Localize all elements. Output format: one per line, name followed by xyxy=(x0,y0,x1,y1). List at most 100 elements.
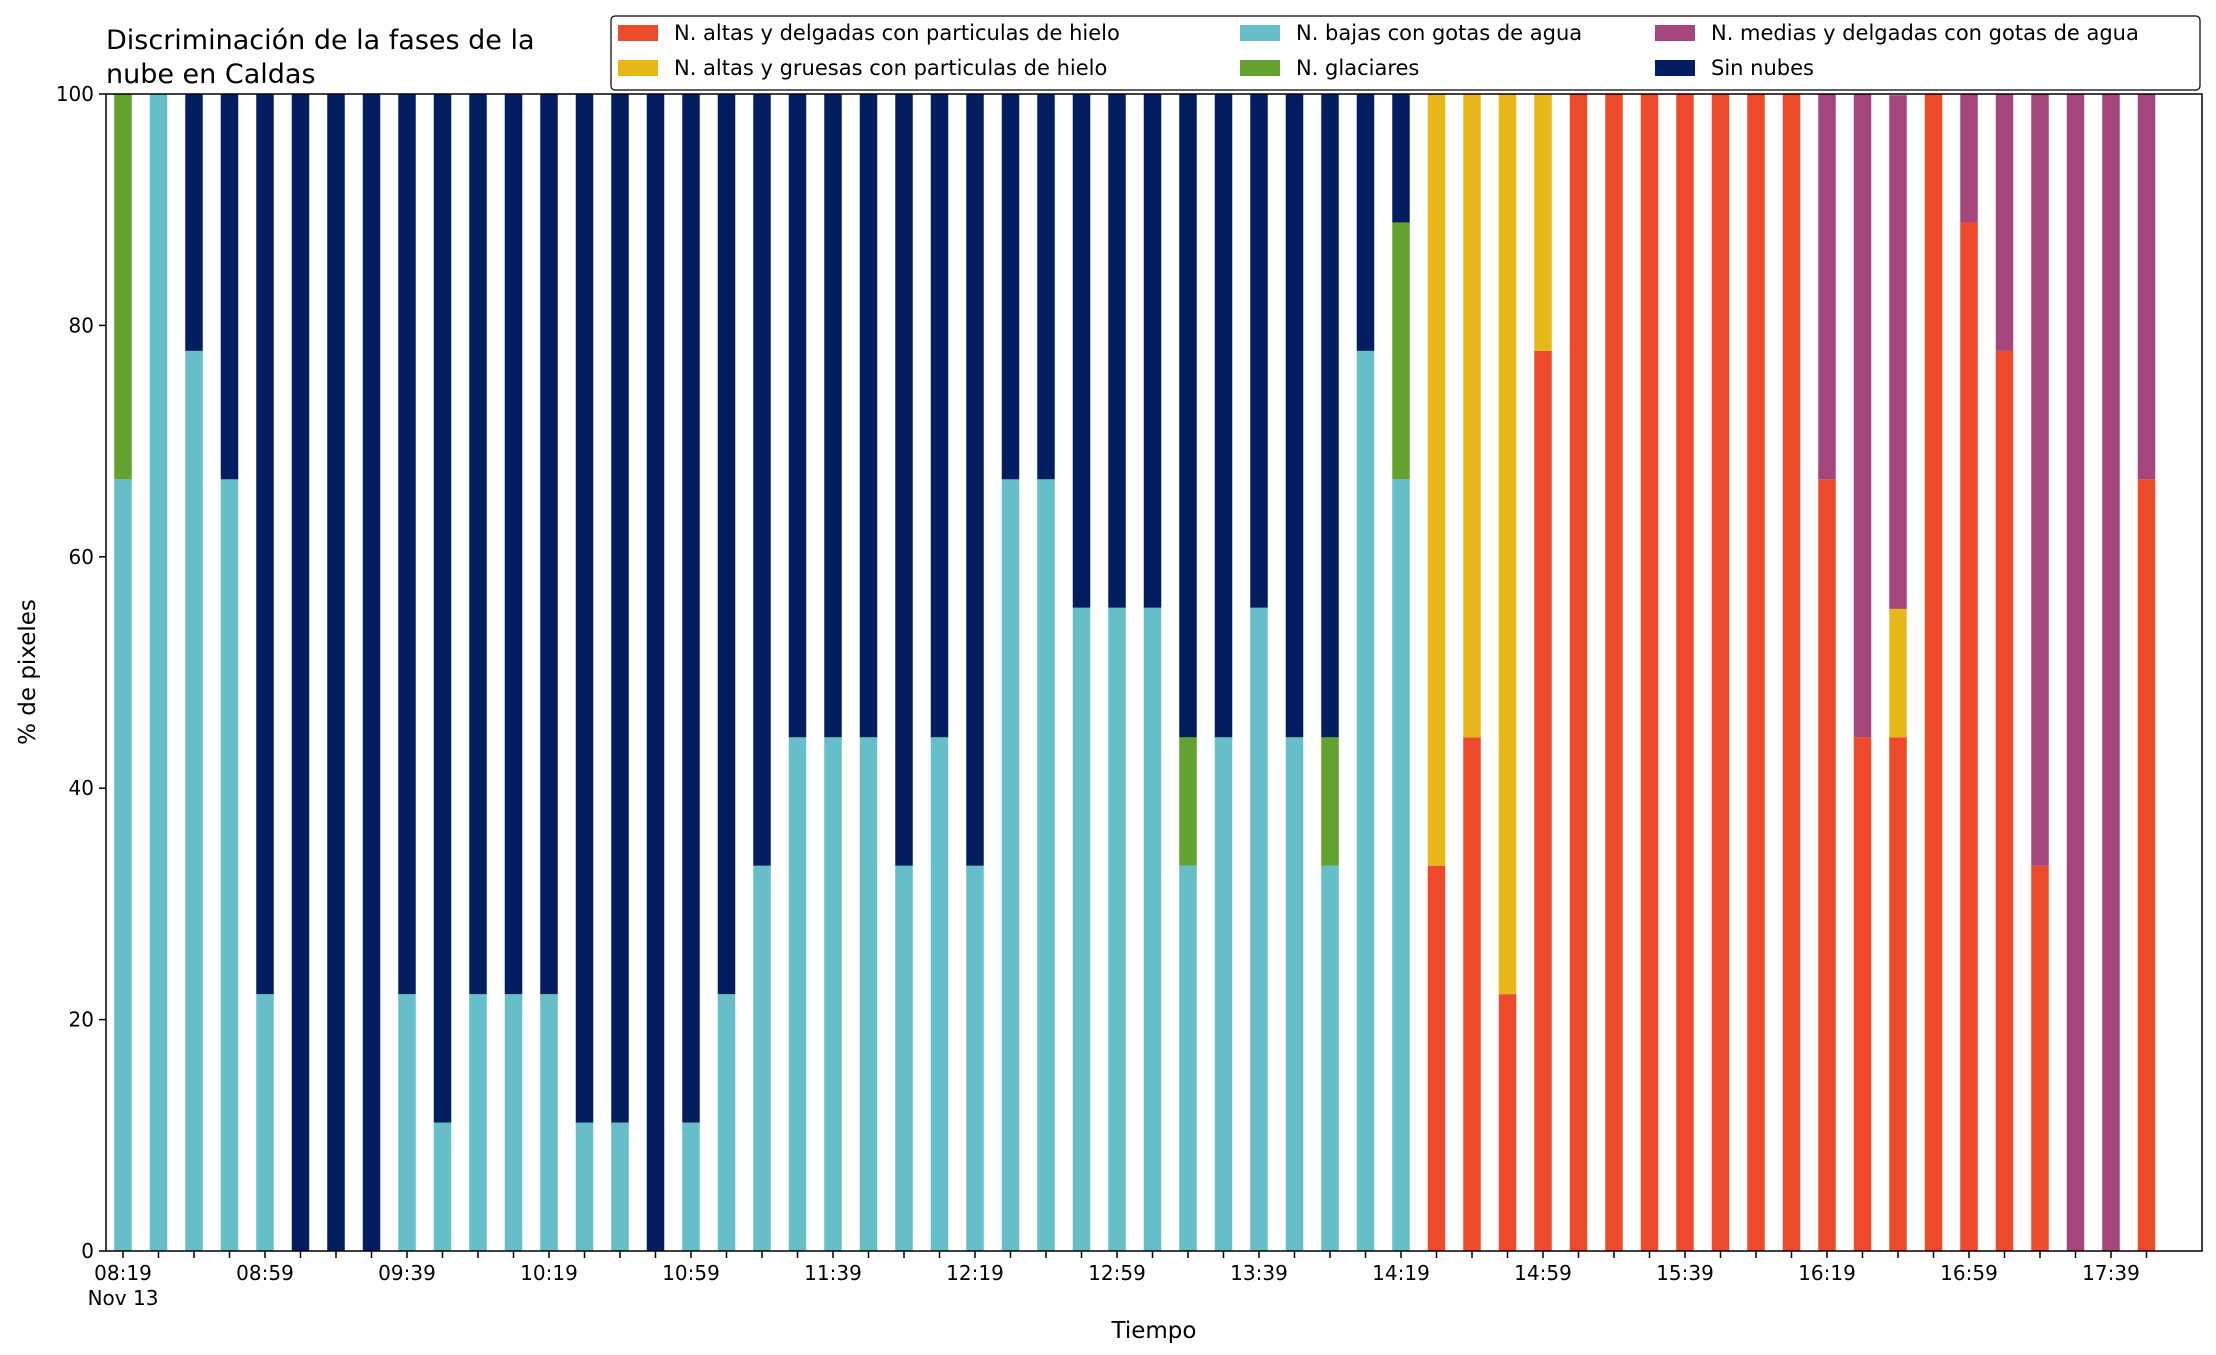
x-tick-label-4: 10:59 xyxy=(662,1261,720,1285)
bar-4-49 xyxy=(1853,94,1872,738)
bar-1-50 xyxy=(1889,608,1907,738)
bar-5-36 xyxy=(1392,94,1410,223)
legend-box xyxy=(610,15,2201,91)
bar-1-38 xyxy=(1463,94,1481,738)
bar-5-15 xyxy=(646,94,665,1251)
bar-0-41 xyxy=(1569,94,1588,1251)
bar-2-12 xyxy=(540,994,558,1251)
bar-4-53 xyxy=(1995,94,2014,351)
bar-4-55 xyxy=(2066,94,2085,1251)
legend-swatch-3 xyxy=(1240,60,1280,76)
bar-2-18 xyxy=(753,865,771,1251)
legend-label-2: N. bajas con gotas de agua xyxy=(1296,21,1582,45)
bar-0-38 xyxy=(1463,737,1481,1251)
bar-5-28 xyxy=(1108,94,1126,608)
bar-0-37 xyxy=(1427,865,1446,1251)
bar-5-21 xyxy=(859,94,878,738)
bar-5-11 xyxy=(504,94,523,995)
bar-2-35 xyxy=(1356,350,1375,1252)
x-tick-label-2: 09:39 xyxy=(378,1261,436,1285)
bar-0-57 xyxy=(2137,479,2156,1251)
bar-0-39 xyxy=(1498,994,1517,1251)
bar-0-49 xyxy=(1853,737,1872,1251)
bar-1-37 xyxy=(1427,94,1446,866)
y-axis-label: % de pixeles xyxy=(15,599,41,745)
x-tick-label-13: 16:59 xyxy=(1940,1261,1998,1285)
x-tick-sublabel: Nov 13 xyxy=(88,1286,159,1310)
bar-0-43 xyxy=(1640,94,1659,1251)
bar-5-23 xyxy=(930,94,949,738)
y-axis: 0 20 40 60 80 100 xyxy=(56,82,106,1263)
bar-0-51 xyxy=(1924,94,1943,1251)
bar-2-11 xyxy=(504,994,523,1251)
bars-group xyxy=(114,94,2156,1252)
legend-label-5: Sin nubes xyxy=(1711,56,1814,80)
bar-2-31 xyxy=(1214,737,1233,1251)
x-tick-label-10: 14:59 xyxy=(1514,1261,1572,1285)
bar-5-4 xyxy=(256,94,274,995)
y-tick-label-40: 40 xyxy=(69,776,94,800)
x-tick-label-3: 10:19 xyxy=(520,1261,578,1285)
bar-0-46 xyxy=(1747,94,1765,1251)
bar-4-48 xyxy=(1818,94,1836,480)
bar-1-40 xyxy=(1534,94,1552,351)
bar-5-24 xyxy=(966,94,984,866)
bar-5-20 xyxy=(824,94,842,738)
chart-title-line-1: Discriminación de la fases de la xyxy=(106,25,535,56)
x-tick-label-11: 15:39 xyxy=(1656,1261,1714,1285)
plot-frame xyxy=(105,93,2203,1252)
bar-5-30 xyxy=(1179,94,1197,738)
bar-2-4 xyxy=(256,994,274,1251)
x-tick-label-5: 11:39 xyxy=(804,1261,862,1285)
bar-2-33 xyxy=(1285,737,1304,1251)
bar-2-34 xyxy=(1321,865,1339,1251)
x-axis-label: Tiempo xyxy=(1111,1318,1197,1344)
bar-5-19 xyxy=(788,94,807,738)
bar-5-12 xyxy=(540,94,558,995)
bar-5-2 xyxy=(185,94,203,351)
bar-5-8 xyxy=(398,94,416,995)
bar-5-29 xyxy=(1143,94,1162,608)
x-tick-label-6: 12:19 xyxy=(946,1261,1004,1285)
bar-3-30 xyxy=(1179,737,1197,866)
bar-5-35 xyxy=(1356,94,1375,351)
bar-1-39 xyxy=(1498,94,1517,995)
bar-2-29 xyxy=(1143,607,1162,1251)
legend-swatch-1 xyxy=(618,60,658,76)
bar-2-16 xyxy=(682,1122,700,1251)
bar-2-13 xyxy=(575,1122,594,1251)
bar-2-3 xyxy=(220,479,239,1251)
bar-5-17 xyxy=(717,94,736,995)
bar-2-21 xyxy=(859,737,878,1251)
bar-2-14 xyxy=(611,1122,629,1251)
legend-swatch-2 xyxy=(1240,25,1280,41)
bar-4-56 xyxy=(2102,94,2120,1251)
bar-3-34 xyxy=(1321,737,1339,866)
legend-label-1: N. altas y gruesas con particulas de hie… xyxy=(674,56,1107,80)
bar-0-40 xyxy=(1534,350,1552,1252)
bar-2-19 xyxy=(788,737,807,1251)
y-tick-label-0: 0 xyxy=(81,1239,94,1263)
bar-2-23 xyxy=(930,737,949,1251)
bar-5-16 xyxy=(682,94,700,1123)
x-axis: 08:19 08:59 09:39 10:19 10:59 11:39 12:19 12:59… xyxy=(88,1251,2148,1310)
bar-4-52 xyxy=(1960,94,1978,223)
bar-2-9 xyxy=(433,1122,452,1251)
bar-0-45 xyxy=(1711,94,1730,1251)
bar-0-47 xyxy=(1782,94,1801,1251)
y-tick-label-20: 20 xyxy=(69,1008,94,1032)
bar-5-26 xyxy=(1037,94,1055,480)
x-tick-label-12: 16:19 xyxy=(1798,1261,1856,1285)
bar-2-20 xyxy=(824,737,842,1251)
x-tick-label-14: 17:39 xyxy=(2082,1261,2140,1285)
bar-2-0 xyxy=(114,479,132,1251)
x-tick-label-1: 08:59 xyxy=(236,1261,294,1285)
x-tick-label-8: 13:39 xyxy=(1230,1261,1288,1285)
bar-0-52 xyxy=(1960,222,1978,1252)
bar-0-42 xyxy=(1605,94,1623,1251)
x-tick-label-0: 08:19 xyxy=(94,1261,152,1285)
bar-5-27 xyxy=(1072,94,1091,608)
y-tick-label-100: 100 xyxy=(56,82,94,106)
bar-5-9 xyxy=(433,94,452,1123)
